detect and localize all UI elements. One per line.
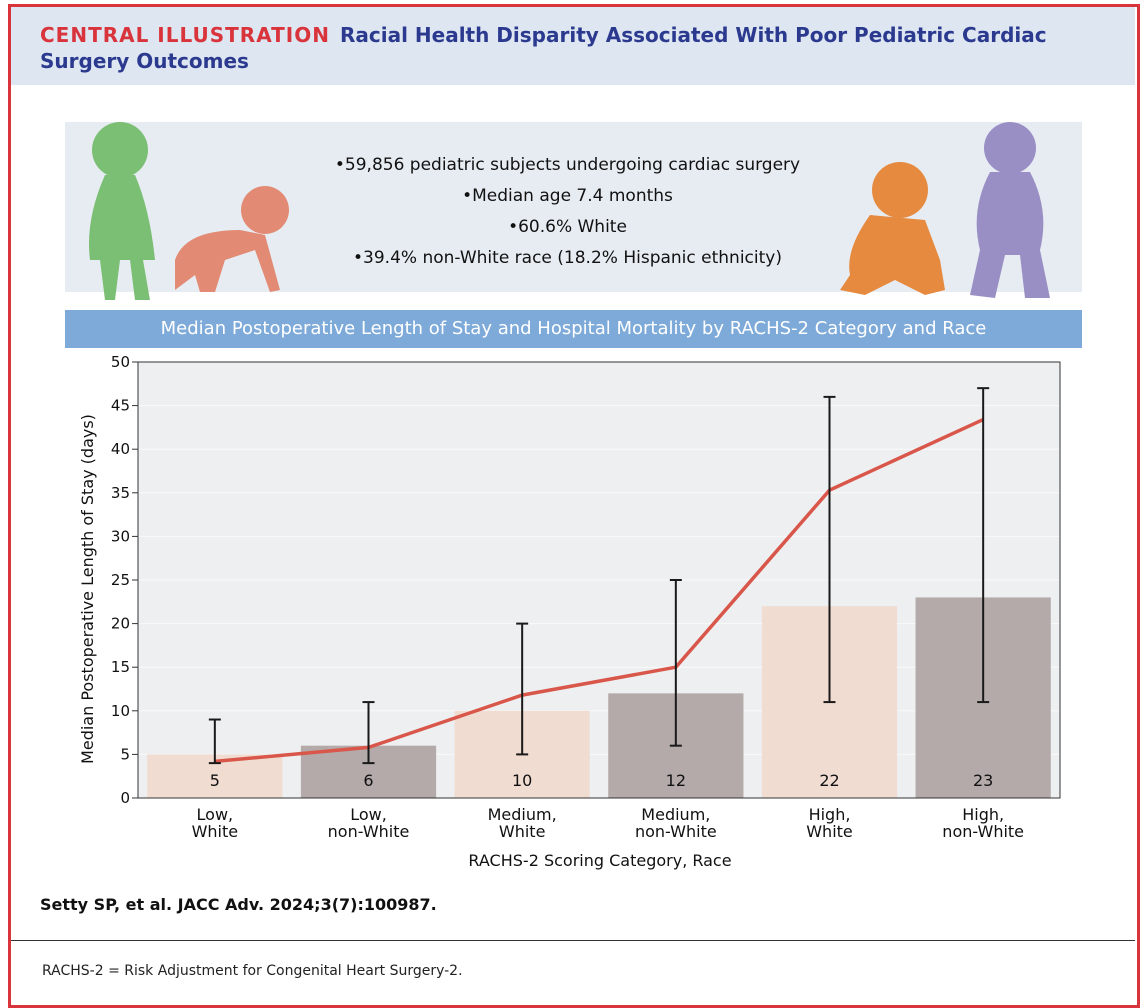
y-tick-label: 45: [111, 397, 130, 415]
child-figure: [89, 122, 155, 300]
x-tick-label: Medium, non-White: [601, 806, 751, 840]
citation: Setty SP, et al. JACC Adv. 2024;3(7):100…: [40, 895, 437, 914]
summary-bullet: •39.4% non-White race (18.2% Hispanic et…: [200, 243, 935, 274]
y-tick-label: 0: [120, 789, 130, 807]
x-tick-label: Low, White: [140, 806, 290, 840]
y-tick-label: 50: [111, 353, 130, 371]
x-tick-label: High, non-White: [908, 806, 1058, 840]
summary-bullet: •Median age 7.4 months: [200, 181, 935, 212]
summary-bullet: •59,856 pediatric subjects undergoing ca…: [200, 150, 935, 181]
bar-label: 22: [819, 771, 839, 790]
separator: [11, 940, 1135, 941]
bar-label: 6: [363, 771, 373, 790]
x-tick-label: Medium, White: [447, 806, 597, 840]
x-tick-label: High, White: [755, 806, 905, 840]
x-tick-label: Low, non-White: [294, 806, 444, 840]
y-tick-label: 25: [111, 571, 130, 589]
page: CENTRAL ILLUSTRATIONRacial Health Dispar…: [0, 0, 1142, 1006]
chart-title: Median Postoperative Length of Stay and …: [65, 310, 1082, 348]
y-tick-label: 20: [111, 615, 130, 633]
y-tick-label: 30: [111, 527, 130, 545]
chart: Median Postoperative Length of Stay (day…: [0, 350, 1142, 880]
y-tick-label: 5: [120, 745, 130, 763]
bar-label: 5: [210, 771, 220, 790]
y-tick-label: 15: [111, 658, 130, 676]
footnote: RACHS-2 = Risk Adjustment for Congenital…: [42, 963, 463, 979]
bar-label: 10: [512, 771, 532, 790]
summary: •59,856 pediatric subjects undergoing ca…: [200, 150, 935, 274]
bar-label: 23: [973, 771, 993, 790]
y-tick-label: 40: [111, 440, 130, 458]
y-tick-label: 10: [111, 702, 130, 720]
header-label: CENTRAL ILLUSTRATION: [40, 23, 330, 47]
summary-bullet: •60.6% White: [200, 212, 935, 243]
x-axis-label: RACHS-2 Scoring Category, Race: [468, 851, 731, 870]
y-axis-label: Median Postoperative Length of Stay (day…: [78, 414, 97, 764]
toddler-figure: [970, 122, 1050, 298]
bar-label: 12: [666, 771, 686, 790]
y-tick-label: 35: [111, 484, 130, 502]
